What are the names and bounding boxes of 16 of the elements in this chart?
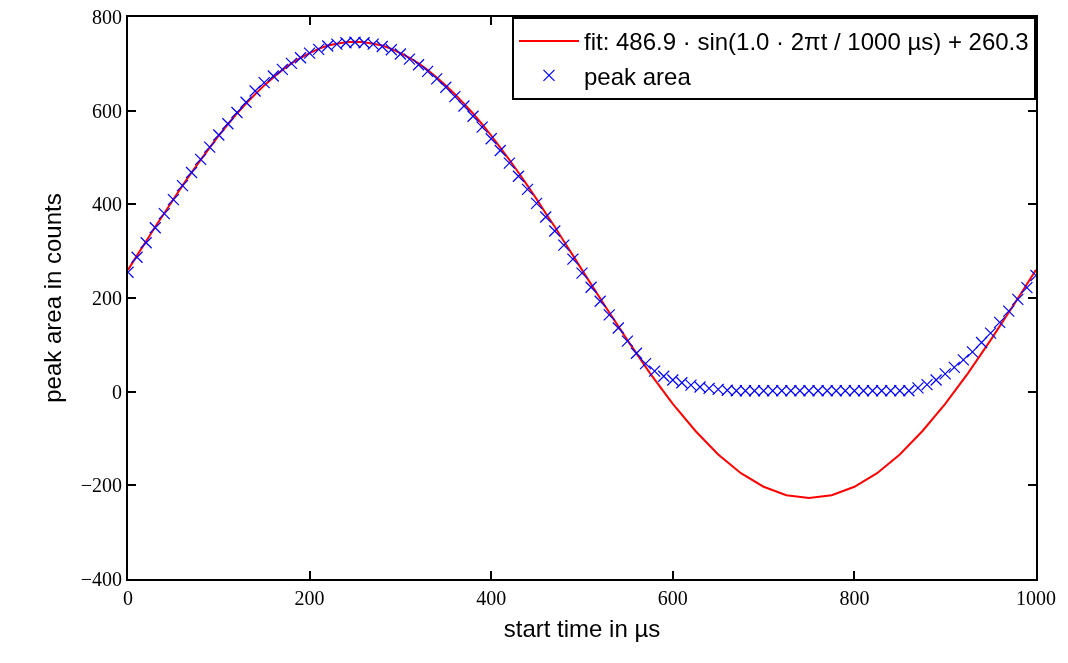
y-tick-label: 200: [92, 287, 122, 309]
x-tick-label: 800: [839, 587, 870, 609]
y-tick-label: 400: [92, 193, 122, 216]
y-tick-label: 600: [92, 99, 122, 122]
y-tick-label: 0: [112, 380, 122, 403]
y-tick-label: −400: [80, 568, 122, 590]
x-tick-label: 1000: [1016, 587, 1056, 609]
x-tick-label: 200: [294, 587, 325, 609]
y-tick-label: 800: [92, 6, 122, 28]
legend-label: peak area: [584, 62, 692, 90]
y-axis-title: peak area in counts: [39, 193, 67, 403]
x-tick-label: 400: [476, 587, 507, 609]
y-tick-label: −200: [80, 474, 122, 497]
legend-label: fit: 486.9 · sin(1.0 · 2πt / 1000 µs) + 260.3: [584, 28, 1029, 56]
x-tick-label: 600: [657, 587, 688, 609]
x-axis-title: start time in µs: [503, 614, 661, 642]
